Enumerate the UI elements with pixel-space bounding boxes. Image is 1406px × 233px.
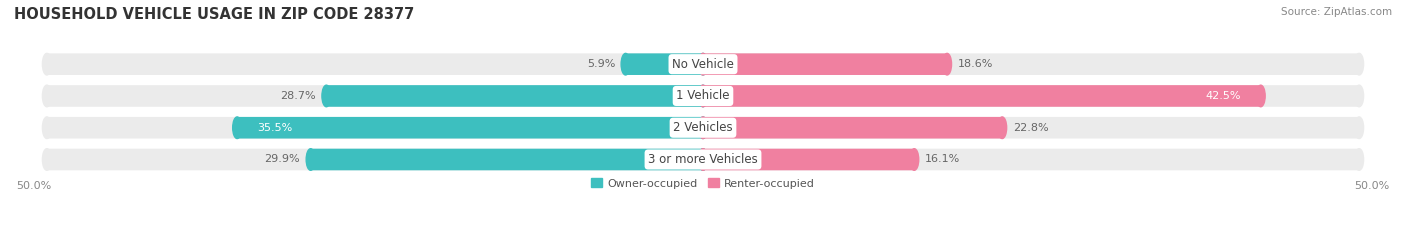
FancyBboxPatch shape [703, 149, 914, 170]
Text: 29.9%: 29.9% [264, 154, 299, 164]
Text: 42.5%: 42.5% [1205, 91, 1241, 101]
Circle shape [998, 117, 1007, 139]
Circle shape [699, 85, 707, 107]
Text: 5.9%: 5.9% [586, 59, 614, 69]
FancyBboxPatch shape [703, 117, 1002, 139]
Circle shape [322, 85, 330, 107]
Circle shape [232, 117, 242, 139]
FancyBboxPatch shape [46, 53, 1360, 75]
Circle shape [42, 149, 52, 170]
FancyBboxPatch shape [238, 117, 703, 139]
FancyBboxPatch shape [46, 117, 1360, 139]
Circle shape [42, 117, 52, 139]
Circle shape [699, 85, 707, 107]
Circle shape [699, 53, 707, 75]
Circle shape [42, 53, 52, 75]
FancyBboxPatch shape [626, 53, 703, 75]
Circle shape [942, 53, 952, 75]
FancyBboxPatch shape [326, 85, 703, 107]
Text: 28.7%: 28.7% [280, 91, 316, 101]
Circle shape [699, 149, 707, 170]
Circle shape [910, 149, 918, 170]
FancyBboxPatch shape [311, 149, 703, 170]
Text: 2 Vehicles: 2 Vehicles [673, 121, 733, 134]
Circle shape [1256, 85, 1265, 107]
FancyBboxPatch shape [46, 85, 1360, 107]
Text: 35.5%: 35.5% [257, 123, 292, 133]
Text: 1 Vehicle: 1 Vehicle [676, 89, 730, 103]
Text: 3 or more Vehicles: 3 or more Vehicles [648, 153, 758, 166]
Text: 18.6%: 18.6% [957, 59, 993, 69]
Text: 50.0%: 50.0% [1354, 181, 1389, 191]
Circle shape [1354, 85, 1364, 107]
Circle shape [1354, 117, 1364, 139]
Circle shape [699, 53, 707, 75]
Circle shape [1354, 53, 1364, 75]
FancyBboxPatch shape [703, 85, 1261, 107]
Legend: Owner-occupied, Renter-occupied: Owner-occupied, Renter-occupied [586, 174, 820, 193]
FancyBboxPatch shape [46, 149, 1360, 170]
Circle shape [621, 53, 630, 75]
Text: HOUSEHOLD VEHICLE USAGE IN ZIP CODE 28377: HOUSEHOLD VEHICLE USAGE IN ZIP CODE 2837… [14, 7, 415, 22]
Text: 50.0%: 50.0% [17, 181, 52, 191]
FancyBboxPatch shape [703, 53, 948, 75]
Text: 22.8%: 22.8% [1012, 123, 1049, 133]
Circle shape [307, 149, 315, 170]
Text: 16.1%: 16.1% [925, 154, 960, 164]
Text: No Vehicle: No Vehicle [672, 58, 734, 71]
Circle shape [42, 85, 52, 107]
Circle shape [1354, 149, 1364, 170]
Text: Source: ZipAtlas.com: Source: ZipAtlas.com [1281, 7, 1392, 17]
Circle shape [699, 117, 707, 139]
Circle shape [699, 117, 707, 139]
Circle shape [699, 149, 707, 170]
